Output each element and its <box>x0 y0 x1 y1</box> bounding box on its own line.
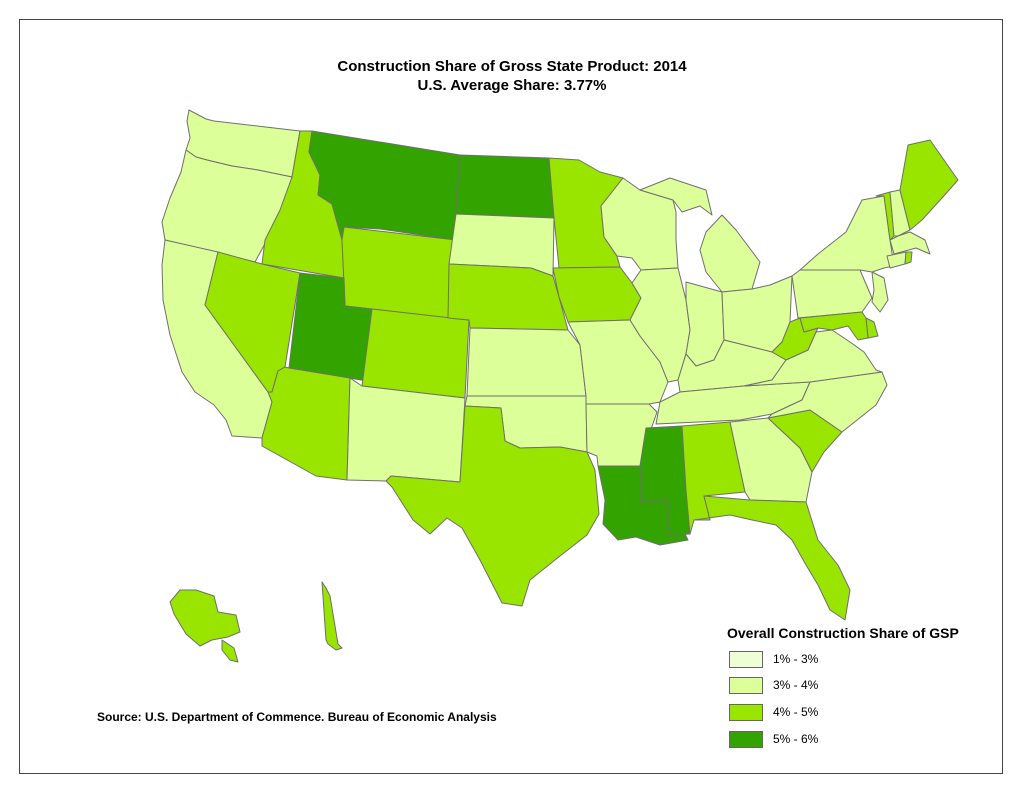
state-pa <box>791 269 873 319</box>
state-nj <box>871 271 889 313</box>
state-ri <box>904 251 913 265</box>
state-co <box>361 308 470 399</box>
state-ma <box>889 231 931 255</box>
legend-label: 4% - 5% <box>773 705 819 719</box>
state-vt <box>875 191 895 241</box>
legend-swatch <box>729 704 763 721</box>
state-ak <box>169 589 241 663</box>
state-az <box>261 366 351 481</box>
legend-swatch <box>729 677 763 694</box>
state-hi <box>321 581 343 651</box>
state-nc <box>767 371 888 433</box>
state-nh <box>889 189 911 237</box>
state-fl <box>693 495 851 621</box>
state-tx <box>385 405 600 607</box>
legend-swatch <box>729 651 763 668</box>
state-ny <box>799 195 895 273</box>
map-title: Construction Share of Gross State Produc… <box>337 58 687 75</box>
state-me <box>899 139 959 231</box>
legend-swatch <box>729 731 763 748</box>
legend-label: 3% - 4% <box>773 678 819 692</box>
legend-title: Overall Construction Share of GSP <box>727 625 959 641</box>
legend-label: 1% - 3% <box>773 652 819 666</box>
legend-label: 5% - 6% <box>773 732 819 746</box>
map-subtitle: U.S. Average Share: 3.77% <box>417 77 607 94</box>
source-note: Source: U.S. Department of Commence. Bur… <box>97 710 497 724</box>
state-md <box>799 311 869 341</box>
state-nd <box>455 154 555 219</box>
state-wy <box>341 226 457 319</box>
state-ia <box>552 266 642 323</box>
state-ks <box>466 327 587 397</box>
